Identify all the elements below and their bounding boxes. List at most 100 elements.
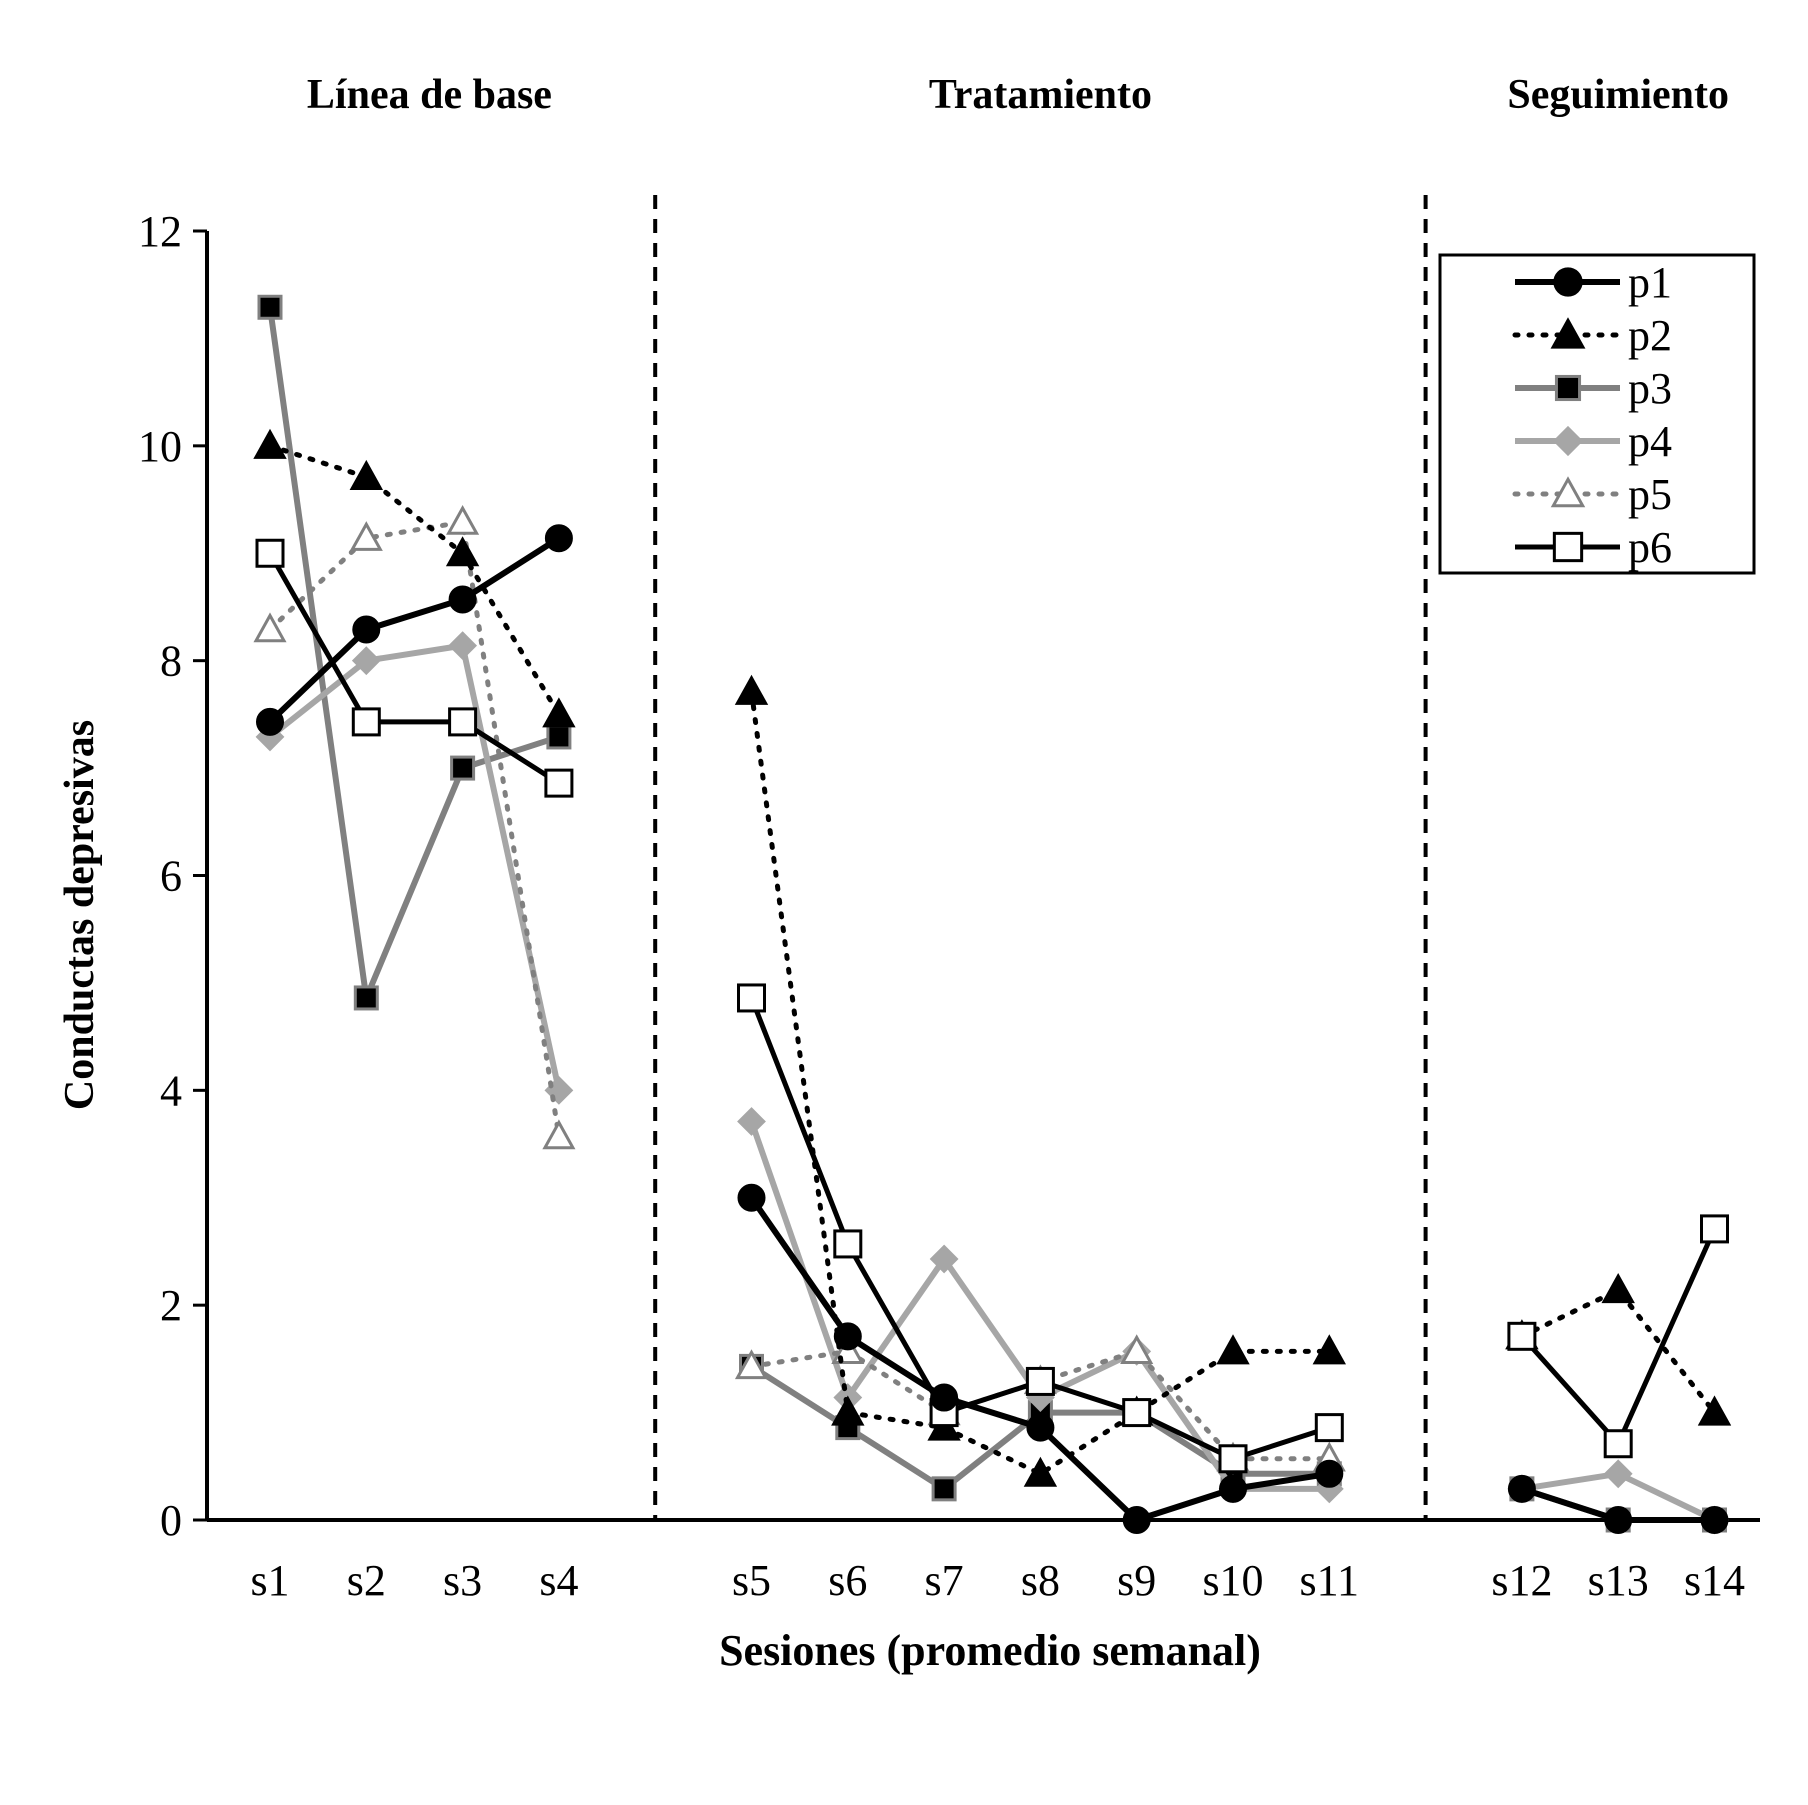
- data-point-p5: [734, 1349, 769, 1380]
- series-line-p5: [1519, 1287, 1717, 1416]
- legend-label-p3: p3: [1628, 364, 1672, 413]
- data-point-p6: [448, 707, 478, 737]
- legend-item-p1: p1: [1515, 258, 1672, 307]
- phase-label-1: Línea de base: [307, 72, 552, 118]
- legend-marker-p4: [1552, 425, 1584, 457]
- legend-marker-p1: [1553, 267, 1583, 297]
- data-point-p1: [1315, 1459, 1344, 1488]
- data-point-p1: [1026, 1413, 1055, 1442]
- legend-item-p5: p5: [1512, 470, 1672, 519]
- x-tick-label: s11: [1300, 1556, 1360, 1605]
- data-point-p4: [448, 631, 478, 661]
- data-point-p6: [737, 983, 766, 1013]
- data-point-p2: [734, 674, 769, 705]
- legend-label-p6: p6: [1628, 523, 1672, 572]
- legend-label-p4: p4: [1628, 417, 1672, 466]
- data-point-p5: [349, 521, 383, 551]
- series-line-p6: [267, 552, 561, 786]
- data-point-p3: [257, 294, 283, 320]
- data-point-p1: [737, 1183, 766, 1212]
- legend-item-p4: p4: [1515, 417, 1672, 466]
- legend-label-p5: p5: [1628, 470, 1672, 519]
- data-point-p1: [1219, 1474, 1247, 1503]
- data-point-p4: [351, 646, 381, 676]
- series-p6: [255, 538, 1729, 1474]
- data-point-p6: [1218, 1444, 1248, 1474]
- data-point-p5: [446, 505, 480, 535]
- legend-marker-p2: [1550, 317, 1586, 349]
- legend-marker-p6: [1552, 531, 1584, 563]
- data-point-p6: [1603, 1429, 1633, 1459]
- data-point-p2: [831, 1395, 865, 1426]
- data-point-p1: [1122, 1506, 1151, 1534]
- x-tick-label: s7: [925, 1556, 964, 1605]
- data-point-p3: [931, 1476, 957, 1502]
- data-point-p6: [1314, 1413, 1344, 1443]
- series-line-p1: [267, 535, 561, 725]
- data-point-p6: [1122, 1398, 1152, 1428]
- data-point-p1: [930, 1383, 959, 1412]
- y-tick-label: 10: [138, 422, 182, 471]
- phase-label-2: Tratamiento: [929, 72, 1152, 118]
- data-point-p4: [1603, 1459, 1633, 1489]
- data-point-p6: [255, 538, 285, 568]
- data-point-p4: [737, 1107, 766, 1136]
- y-tick-label: 0: [160, 1496, 182, 1545]
- y-tick-label: 8: [160, 637, 182, 686]
- data-point-p2: [542, 697, 576, 728]
- legend-marker-p3: [1554, 374, 1582, 402]
- data-point-p1: [256, 707, 284, 736]
- data-point-p1: [833, 1322, 862, 1351]
- data-point-p5: [1120, 1334, 1154, 1365]
- data-point-p6: [351, 707, 381, 737]
- data-point-p2: [445, 536, 480, 567]
- data-point-p6: [544, 768, 574, 798]
- series-line-p2: [1519, 1287, 1717, 1416]
- x-tick-label: s1: [250, 1556, 289, 1605]
- data-point-p2: [1697, 1395, 1732, 1426]
- x-tick-label: s3: [443, 1556, 482, 1605]
- data-point-p6: [1025, 1366, 1055, 1396]
- data-point-p6: [1507, 1321, 1537, 1351]
- legend-label-p2: p2: [1628, 311, 1672, 360]
- y-tick-label: 4: [160, 1066, 182, 1115]
- data-point-p2: [1023, 1456, 1058, 1487]
- data-point-p2: [1601, 1273, 1635, 1304]
- legend-item-p2: p2: [1512, 311, 1672, 360]
- data-point-p1: [544, 524, 573, 553]
- data-point-p4: [929, 1244, 959, 1274]
- series-line-p5: [267, 519, 562, 1140]
- x-tick-label: s6: [828, 1556, 867, 1605]
- y-tick-label: 6: [160, 852, 182, 901]
- y-tick-label: 12: [138, 207, 182, 256]
- legend-item-p3: p3: [1515, 364, 1672, 413]
- x-tick-label: s13: [1588, 1556, 1649, 1605]
- data-point-p1: [1507, 1474, 1536, 1503]
- phase-label-3: Seguimiento: [1507, 72, 1729, 118]
- data-point-p2: [253, 428, 287, 459]
- legend-marker-p5: [1550, 476, 1586, 508]
- x-tick-label: s9: [1117, 1556, 1156, 1605]
- data-point-p5: [542, 1119, 576, 1150]
- series-p1: [256, 524, 1729, 1534]
- data-point-p6: [1700, 1214, 1729, 1244]
- x-tick-label: s5: [732, 1556, 771, 1605]
- y-axis-title: Conductas depresivas: [57, 720, 103, 1110]
- x-tick-label: s12: [1491, 1556, 1552, 1605]
- data-point-p2: [1312, 1334, 1346, 1365]
- legend-item-p6: p6: [1515, 523, 1672, 572]
- data-point-p2: [349, 459, 383, 490]
- series-line-p2: [267, 443, 562, 717]
- data-point-p6: [833, 1229, 863, 1259]
- x-tick-label: s14: [1684, 1556, 1745, 1605]
- y-tick-label: 2: [160, 1281, 182, 1330]
- data-point-p2: [1216, 1334, 1250, 1365]
- data-point-p1: [352, 615, 381, 644]
- x-tick-label: s2: [347, 1556, 386, 1605]
- series-line-p6: [1520, 1227, 1717, 1447]
- legend-box: [1438, 253, 1756, 575]
- x-axis-title: Sesiones (promedio semanal): [719, 1626, 1261, 1675]
- x-tick-label: s4: [539, 1556, 578, 1605]
- series-line-p4: [268, 642, 562, 1091]
